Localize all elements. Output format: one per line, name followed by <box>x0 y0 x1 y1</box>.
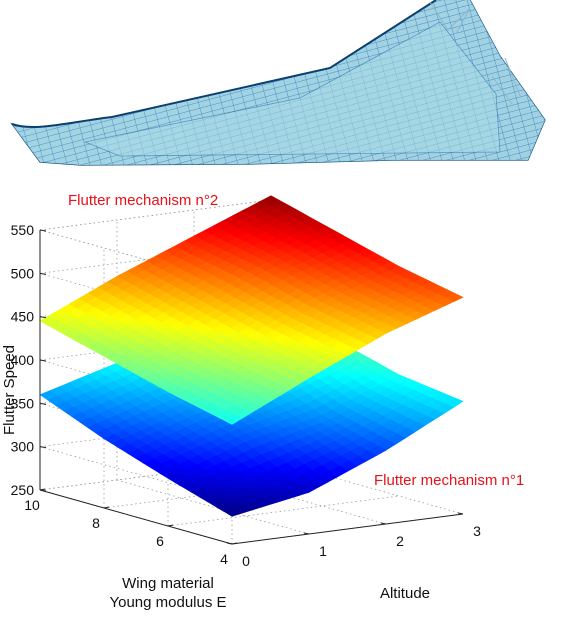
grid-line-floor <box>270 459 464 515</box>
y-tick-mark <box>103 506 110 509</box>
z-tick-mark <box>39 229 47 232</box>
z-tick-mark <box>39 402 47 405</box>
annotation-flutter-mechanism-1: Flutter mechanism n°1 <box>374 472 524 489</box>
z-tick-label: 450 <box>11 309 35 325</box>
z-tick-label: 400 <box>11 352 35 368</box>
z-tick-label: 500 <box>11 265 35 281</box>
annotation-flutter-mechanism-2: Flutter mechanism n°2 <box>68 192 218 209</box>
y-tick-label: 4 <box>220 551 228 567</box>
y-tick-label: 6 <box>156 533 164 549</box>
x-tick-label: 3 <box>473 523 481 539</box>
x-tick-label: 2 <box>396 533 404 549</box>
wing-tip-struts <box>429 1 521 105</box>
grid-line-floor <box>116 479 310 535</box>
wing-leading-edge <box>11 0 437 128</box>
z-tick-label: 300 <box>11 439 35 455</box>
z-tick-label: 550 <box>11 222 35 238</box>
grid-line-floor <box>167 495 400 527</box>
grid-line-top <box>39 229 233 285</box>
z-tick-mark <box>39 316 47 319</box>
x-tick-mark <box>226 542 233 545</box>
surface-flutter-mechanism-2 <box>39 195 464 425</box>
x-tick-mark <box>380 522 387 525</box>
x-tick-label: 1 <box>319 543 327 559</box>
y-tick-mark <box>39 488 46 491</box>
z-tick-mark <box>39 272 47 275</box>
z-tick-label: 250 <box>11 482 35 498</box>
grid-line-top <box>39 199 272 231</box>
x-axis-label: Altitude <box>380 585 430 602</box>
grid-line-left-wall <box>39 446 233 502</box>
y-tick-mark <box>167 524 174 527</box>
chart-surfaces <box>39 195 464 517</box>
z-tick-mark <box>39 446 47 449</box>
z-tick-mark <box>39 359 47 362</box>
y-tick-mark <box>231 542 238 545</box>
x-axis-line <box>231 513 464 545</box>
y-axis-label-line2: Young modulus E <box>109 594 226 611</box>
x-tick-mark <box>457 512 464 515</box>
wing-mesh-illustration <box>10 0 546 166</box>
y-axis-label-line1: Wing material <box>122 575 214 592</box>
surface-cell <box>223 508 243 517</box>
x-tick-mark <box>303 532 310 535</box>
z-tick-label: 350 <box>11 395 35 411</box>
y-axis-line <box>39 489 233 545</box>
y-tick-label: 8 <box>92 515 100 531</box>
chart-axes: 250 300 350 400 450 500 550 4 6 8 10 0 1 2 3 <box>11 222 481 569</box>
z-axis-label: Flutter Speed <box>1 345 18 435</box>
wing-spar-box <box>83 21 501 157</box>
y-tick-label: 10 <box>24 497 40 513</box>
surface-cell <box>223 414 243 425</box>
x-tick-label: 0 <box>242 553 250 569</box>
